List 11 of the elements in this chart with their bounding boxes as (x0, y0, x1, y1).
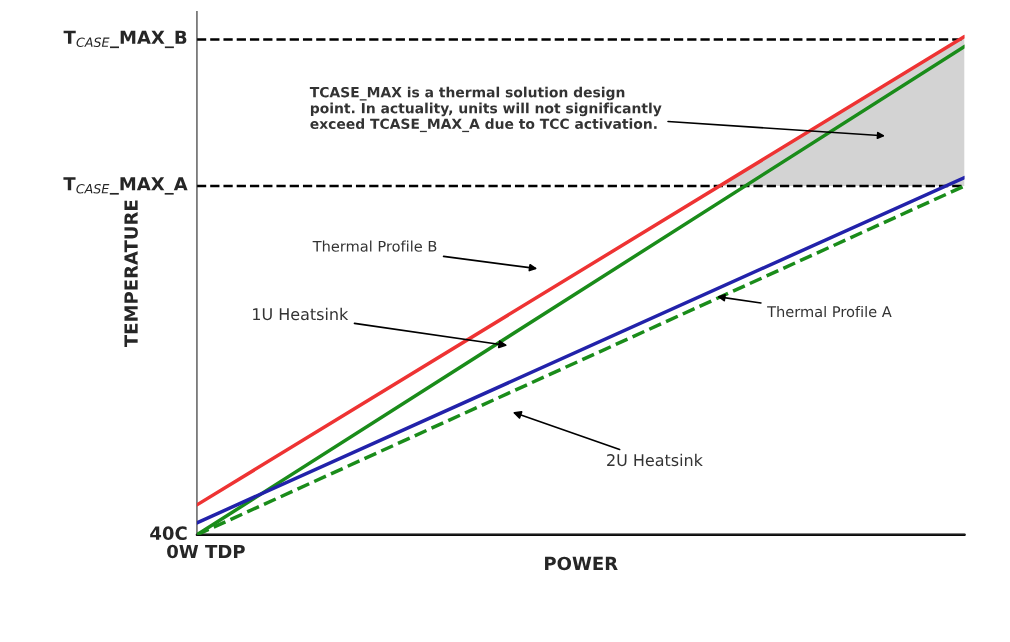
annotation: Thermal Profile A (767, 305, 892, 318)
y-axis-title: TEMPERATURE (124, 200, 138, 348)
ref-line-label: T$_{CASE}$_MAX_A (63, 177, 188, 195)
x-axis-title: POWER (545, 556, 618, 571)
ref-line-label: T$_{CASE}$_MAX_B (63, 30, 187, 49)
ref-line-label: 40C (150, 526, 187, 541)
text: 0W TDP (167, 544, 245, 559)
annotation: Thermal Profile B (312, 240, 437, 252)
annotation: TCASE_MAX is a thermal solution design point. In actuality, units will not significantly exceed TCASE_MAX_A due to TCC activation. (309, 86, 662, 133)
annotation: 1U Heatsink (253, 307, 349, 321)
annotation: 2U Heatsink (607, 453, 703, 467)
